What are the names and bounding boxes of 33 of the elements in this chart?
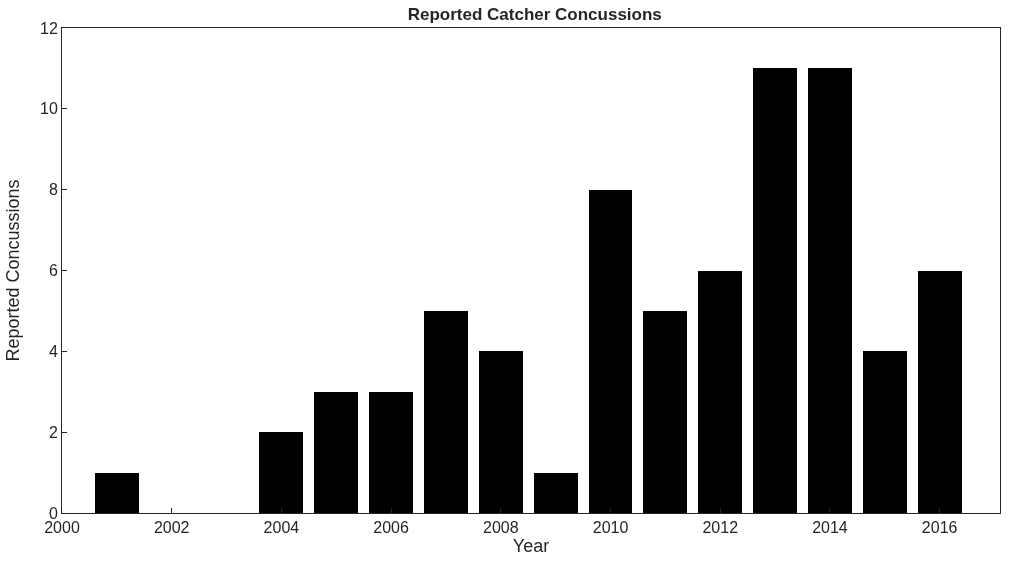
- x-tick-label: 2010: [592, 519, 629, 537]
- x-tick-label: 2002: [153, 519, 190, 537]
- bar: [918, 271, 962, 513]
- bar: [95, 473, 139, 513]
- chart-title: Reported Catcher Concussions: [407, 5, 662, 25]
- y-tick-label: 10: [40, 100, 58, 118]
- x-tick-label: 2012: [702, 519, 739, 537]
- bar: [863, 351, 907, 513]
- bar: [534, 473, 578, 513]
- x-tick-label: 2004: [263, 519, 300, 537]
- y-tick-label: 4: [48, 342, 58, 360]
- y-tick-label: 2: [48, 423, 58, 441]
- x-tick-label: 2016: [921, 519, 958, 537]
- x-tick-label: 2000: [44, 519, 80, 537]
- y-tick-label: 0: [48, 504, 58, 522]
- bar: [314, 392, 358, 513]
- y-tick-label: 6: [48, 262, 58, 280]
- y-tick-label: 12: [40, 19, 58, 37]
- bar: [643, 311, 687, 513]
- x-tick-label: 2006: [373, 519, 410, 537]
- bar: [424, 311, 468, 513]
- x-tick-label: 2014: [812, 519, 848, 537]
- bar: [589, 190, 632, 513]
- bar: [753, 68, 797, 513]
- bar: [479, 351, 523, 513]
- bar: [369, 392, 413, 513]
- x-axis-title: Year: [512, 536, 550, 557]
- bar: [698, 271, 742, 513]
- y-axis-title: Reported Concussions: [3, 179, 24, 362]
- y-tick-label: 8: [48, 181, 58, 199]
- x-tick-label: 2008: [483, 519, 519, 537]
- bar: [259, 432, 303, 513]
- bar: [808, 68, 852, 513]
